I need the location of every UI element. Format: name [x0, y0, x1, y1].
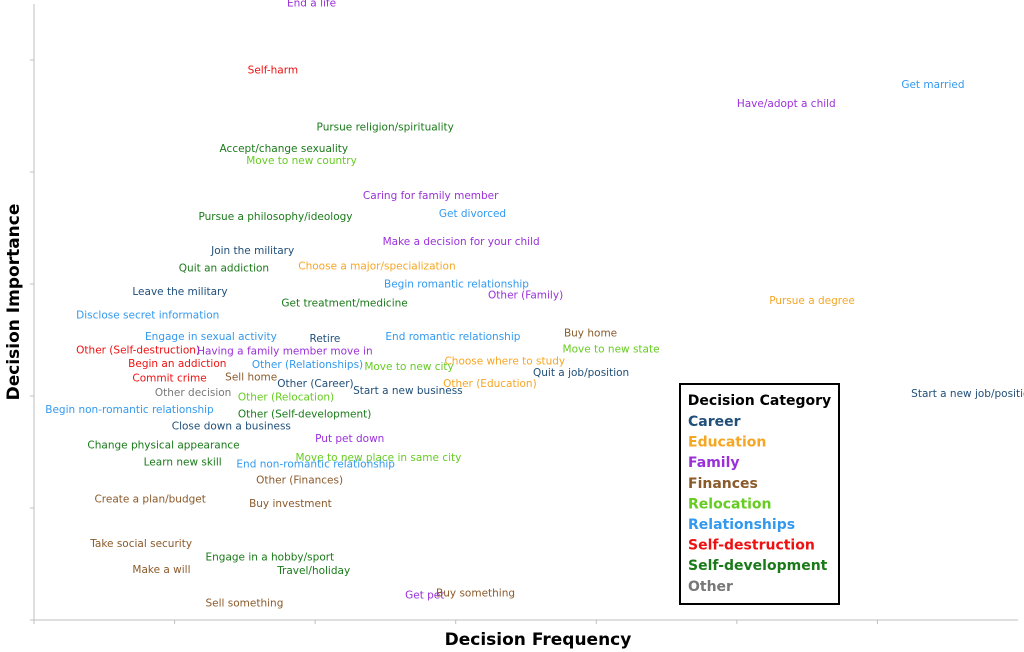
data-point-label: Sell something	[205, 598, 283, 610]
data-point-label: Get pet	[405, 590, 444, 602]
data-point-label: Other (Education)	[443, 378, 537, 390]
data-point-label: Self-harm	[248, 64, 298, 76]
data-point-label: Have/adopt a child	[737, 98, 836, 110]
data-point-label: Change physical appearance	[87, 440, 239, 452]
data-point-label: Other (Relationships)	[252, 359, 363, 371]
data-point-label: Begin non-romantic relationship	[45, 404, 214, 416]
data-point-label: Move to new city	[364, 361, 453, 373]
data-point-label: Choose a major/specialization	[298, 260, 455, 272]
data-point-label: Choose where to study	[444, 356, 565, 368]
data-point-label: Learn new skill	[144, 456, 222, 468]
data-point-label: End romantic relationship	[385, 331, 520, 343]
legend-item-education: Education	[688, 435, 766, 451]
data-point-label: Move to new state	[563, 343, 660, 355]
data-point-label: Quit an addiction	[179, 263, 269, 275]
y-axis-ticks	[30, 59, 34, 621]
legend-item-relationships: Relationships	[688, 517, 795, 533]
data-point-label: Disclose secret information	[76, 310, 219, 322]
data-point-label: Make a decision for your child	[383, 236, 540, 248]
data-point-label: Pursue a philosophy/ideology	[198, 211, 352, 223]
data-point-label: End a life	[287, 0, 336, 9]
legend-item-relocation: Relocation	[688, 496, 772, 512]
x-axis-ticks	[33, 620, 878, 624]
data-point-label: Other (Career)	[277, 378, 353, 390]
legend-item-other: Other	[688, 579, 733, 595]
x-axis-title: Decision Frequency	[445, 630, 632, 650]
data-point-label: Join the military	[210, 245, 294, 257]
data-point-label: Start a new job/position	[911, 388, 1024, 400]
data-point-label: Get divorced	[439, 208, 506, 220]
data-point-label: Start a new business	[353, 385, 463, 397]
data-point-label: Engage in a hobby/sport	[205, 552, 334, 564]
legend: Decision Category Career Education Family F…	[679, 383, 840, 605]
data-point-label: Accept/change sexuality	[220, 143, 349, 155]
data-point-label: Buy investment	[249, 498, 332, 510]
data-point-label: Take social security	[89, 538, 192, 550]
data-point-label: Buy something	[436, 587, 515, 599]
data-point-label: Buy home	[564, 328, 617, 340]
data-point-label: Commit crime	[132, 372, 206, 384]
data-point-label: Quit a job/position	[533, 367, 629, 379]
data-labels: End a life Self-harm Get married Have/adopt…	[45, 0, 1024, 610]
data-point-label: Move to new country	[246, 155, 357, 167]
data-point-label: Get treatment/medicine	[281, 297, 407, 309]
data-point-label: Pursue religion/spirituality	[317, 122, 454, 134]
data-point-label: Make a will	[132, 564, 190, 576]
legend-item-self-development: Self-development	[688, 558, 828, 574]
data-point-label: Other decision	[155, 387, 231, 399]
legend-item-finances: Finances	[688, 476, 758, 492]
legend-item-career: Career	[688, 414, 741, 430]
data-point-label: Begin an addiction	[128, 358, 226, 370]
data-point-label: Create a plan/budget	[94, 493, 205, 505]
data-point-label: Travel/holiday	[276, 565, 350, 577]
data-point-label: Other (Family)	[488, 290, 563, 302]
plot-area: End a life Self-harm Get married Have/adopt…	[30, 0, 1024, 624]
data-point-label: Move to new place in same city	[295, 452, 461, 464]
data-point-label: Put pet down	[315, 433, 384, 445]
data-point-label: Get married	[901, 79, 964, 91]
data-point-label: Other (Relocation)	[238, 391, 334, 403]
y-axis-title: Decision Importance	[4, 204, 24, 401]
data-point-label: Other (Self-destruction)	[76, 344, 200, 356]
data-point-label: Close down a business	[172, 421, 291, 433]
data-point-label: Pursue a degree	[769, 295, 855, 307]
legend-item-family: Family	[688, 455, 740, 471]
legend-box	[679, 383, 840, 605]
data-point-label: Having a family member move in	[197, 346, 373, 358]
data-point-label: Sell home	[225, 371, 277, 383]
data-point-label: Other (Finances)	[256, 474, 343, 486]
data-point-label: Begin romantic relationship	[384, 278, 529, 290]
legend-item-self-destruction: Self-destruction	[688, 538, 815, 554]
legend-title: Decision Category	[688, 393, 831, 409]
data-point-label: Retire	[310, 333, 341, 345]
data-point-label: End non-romantic relationship	[236, 459, 395, 471]
data-point-label: Caring for family member	[363, 190, 499, 202]
legend-items: Career Education Family Finances Relocation R…	[688, 414, 828, 595]
data-point-label: Leave the military	[132, 286, 227, 298]
data-point-label: Engage in sexual activity	[145, 331, 277, 343]
data-point-label: Other (Self-development)	[238, 408, 372, 420]
